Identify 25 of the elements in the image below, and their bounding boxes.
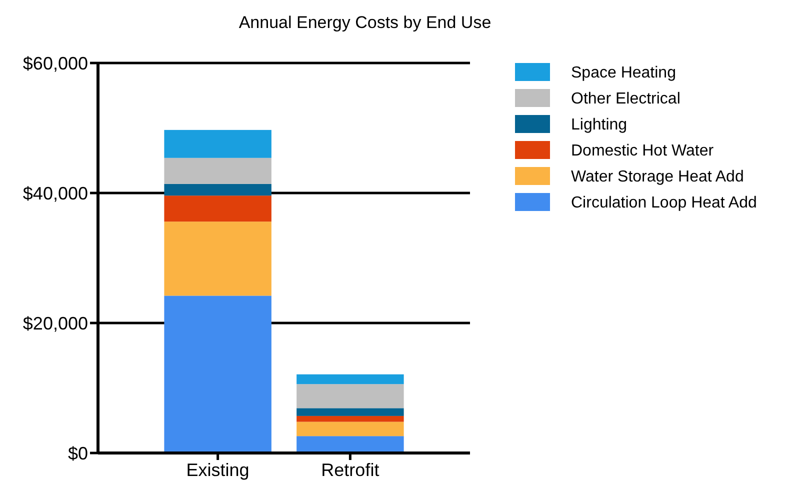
y-tick-label: $20,000 <box>22 313 88 334</box>
bar <box>164 222 272 296</box>
bar <box>296 408 404 416</box>
bar <box>164 130 272 158</box>
x-tick-label: Existing <box>186 460 250 480</box>
bar <box>296 384 404 408</box>
bar <box>164 296 272 453</box>
bar <box>296 422 404 436</box>
legend-label: Other Electrical <box>571 90 680 108</box>
legend-label: Circulation Loop Heat Add <box>571 194 757 212</box>
y-tick-label: $60,000 <box>22 53 88 74</box>
y-tick-label: $0 <box>68 443 88 464</box>
bar <box>164 196 272 222</box>
bar <box>296 374 404 384</box>
legend-label: Lighting <box>571 116 628 134</box>
bar <box>296 416 404 422</box>
chart-title: Annual Energy Costs by End Use <box>238 13 492 32</box>
legend-label: Domestic Hot Water <box>571 142 714 160</box>
bar <box>164 158 272 184</box>
legend-label: Water Storage Heat Add <box>571 168 744 186</box>
legend-label: Space Heating <box>571 64 676 82</box>
x-tick-label: Retrofit <box>321 460 380 480</box>
bar <box>164 184 272 196</box>
bar <box>296 436 404 453</box>
y-tick-label: $40,000 <box>22 183 88 204</box>
